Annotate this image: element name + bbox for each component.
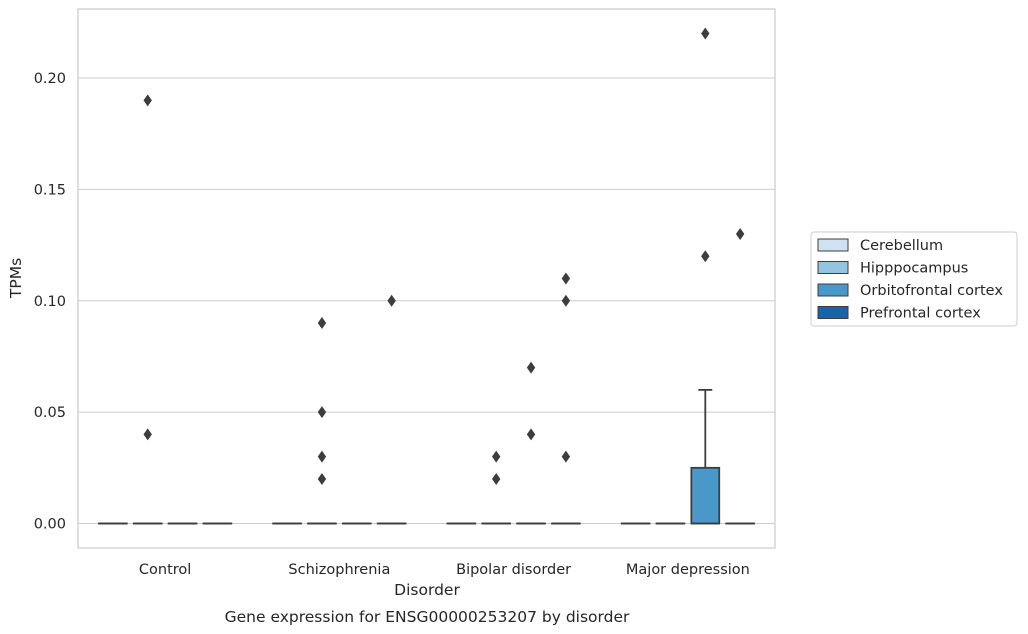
legend: Cerebellum Hipppocampus Orbitofrontal cort… [810,231,1018,327]
outlier-point [317,406,327,419]
outlier-point [701,27,710,40]
y-axis-ticks: 0.00 0.05 0.10 0.15 0.20 [34,71,66,532]
y-tick-label: 0.00 [34,517,66,533]
legend-frame [810,231,1018,327]
y-axis-label: TPMs [7,258,25,299]
legend-label: Prefrontal cortex [860,306,981,322]
x-tick-label: Control [139,562,191,578]
legend-label: Hipppocampus [860,261,968,277]
x-axis-label: Disorder [394,581,460,599]
outlier-point [561,294,571,307]
outliers [143,27,745,485]
outlier-point [561,272,571,285]
outlier-point [317,450,327,463]
outlier-point [317,317,327,330]
legend-label: Cerebellum [860,238,943,254]
outlier-point [492,472,501,485]
x-tick-label: Major depression [626,562,750,578]
legend-swatch [817,283,849,297]
grid-lines [78,77,775,524]
x-tick-label: Bipolar disorder [456,562,571,578]
outlier-point [526,361,536,374]
y-tick-label: 0.05 [34,405,66,421]
outlier-point [387,294,396,307]
outlier-point [526,428,536,441]
legend-label: Orbitofrontal cortex [860,283,1003,299]
plot-frame [77,8,776,549]
box-body [690,466,721,525]
legend-swatch [817,306,849,319]
y-tick-label: 0.15 [34,182,66,198]
y-tick-label: 0.10 [34,294,66,310]
outlier-point [317,472,327,485]
outlier-point [492,450,501,463]
box-orbitofrontal-cortex [690,388,721,525]
outlier-point [735,227,745,240]
boxes [98,388,755,525]
x-axis-ticks: Control Schizophrenia Bipolar disorder Majo… [139,562,750,578]
x-tick-label: Schizophrenia [288,562,390,578]
legend-swatch [817,238,849,252]
chart-caption: Gene expression for ENSG00000253207 by d… [225,608,630,626]
plot-border [77,8,776,549]
y-tick-label: 0.20 [34,71,66,87]
outlier-point [701,250,710,263]
outlier-point [143,428,152,441]
outlier-point [143,94,152,107]
legend-swatch [817,261,849,274]
outlier-point [561,450,571,463]
